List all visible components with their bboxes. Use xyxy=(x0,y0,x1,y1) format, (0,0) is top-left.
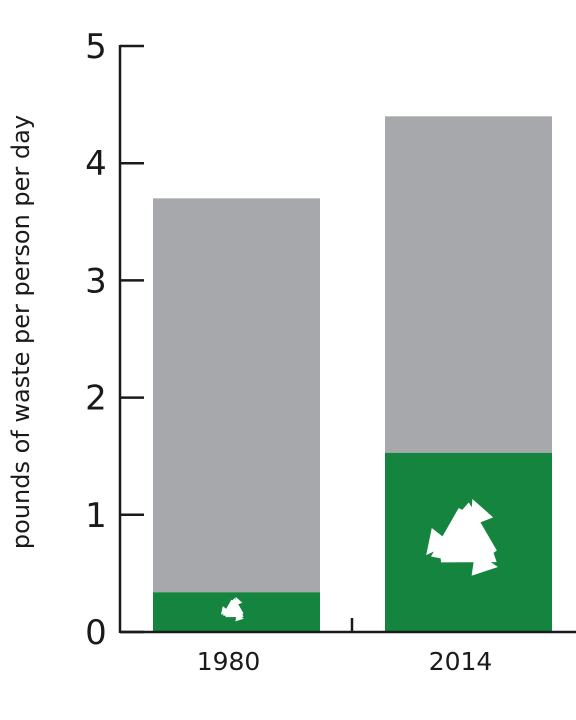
y-tick-label: 3 xyxy=(85,261,107,301)
y-axis-title: pounds of waste per person per day xyxy=(7,115,35,549)
x-labels-group: 1980 2014 xyxy=(197,647,493,676)
y-tick-label: 4 xyxy=(85,144,107,184)
y-tick-label: 5 xyxy=(85,27,107,67)
y-tick-label: 0 xyxy=(85,613,107,653)
y-ticks-group: 0 1 2 3 4 5 xyxy=(85,27,144,653)
axes-group xyxy=(118,45,576,634)
y-tick-label: 2 xyxy=(85,379,107,419)
x-category-label: 1980 xyxy=(197,647,261,676)
bars-group xyxy=(153,116,552,632)
bar-2014-segment-1 xyxy=(385,116,552,453)
x-category-label: 2014 xyxy=(429,647,493,676)
y-tick-label: 1 xyxy=(85,496,107,536)
bar-1980-segment-1 xyxy=(153,198,320,593)
